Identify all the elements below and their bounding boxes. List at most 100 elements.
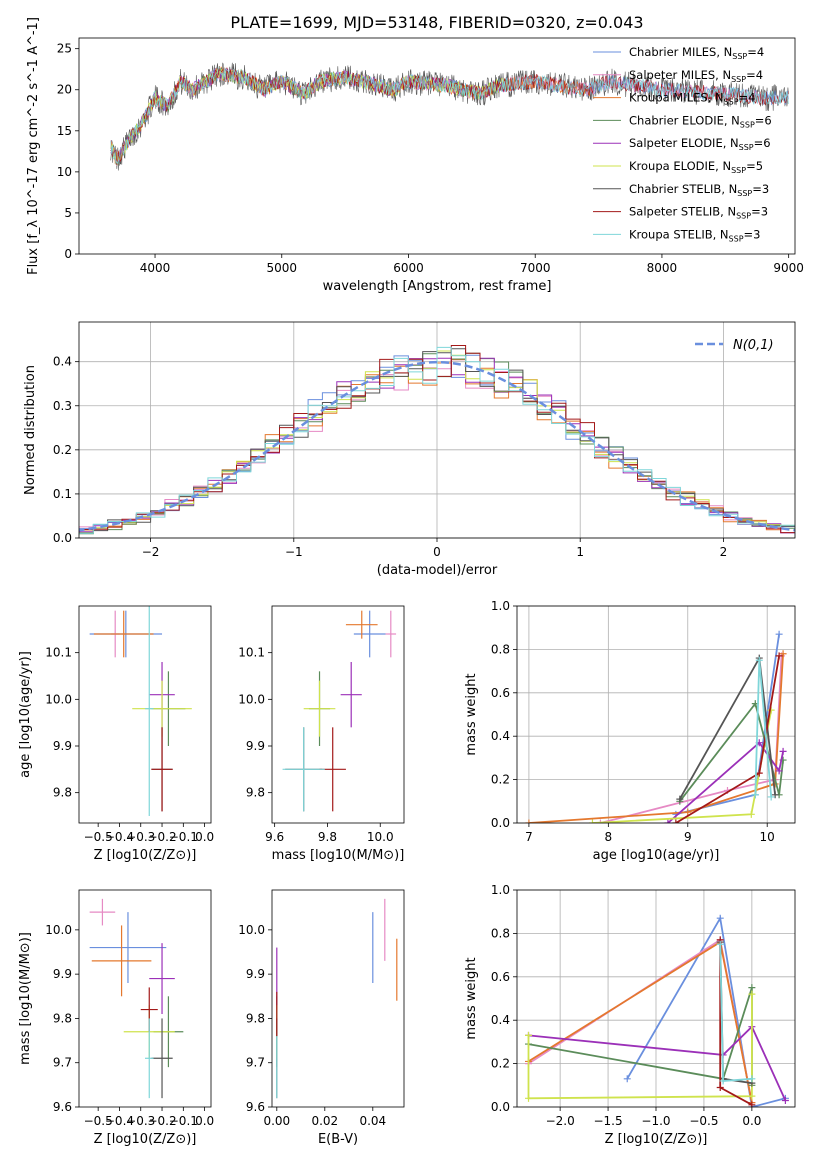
residuals-ytick-label: 0.2 — [53, 443, 72, 457]
mass-weight-vs-Z-ytick-label: 0.0 — [491, 1100, 510, 1114]
spectrum-plot-area — [110, 62, 789, 171]
mass-vs-Z-plot-area — [89, 898, 184, 1099]
mass-vs-ebv-xtick-label: 0.04 — [359, 1114, 386, 1128]
mass-weight-vs-age-panel: 7 8 9 10 0.0 0.2 0.4 0.6 0.8 1.0 age [log10(age/yr… — [464, 599, 796, 863]
age-vs-Z-ytick-label: 10.1 — [45, 646, 72, 660]
normal-legend-label: N(0,1) — [733, 338, 774, 353]
residuals-plot-area — [79, 345, 795, 536]
mass-vs-Z-ytick-label: 9.8 — [53, 1011, 72, 1025]
mass-weight-vs-age-ytick-label: 0.4 — [491, 729, 510, 743]
mass-weight-vs-age-ytick-label: 0.6 — [491, 686, 510, 700]
mass-weight-vs-Z-series-6 — [527, 994, 753, 1100]
legend-nssp-value-2: =4 — [746, 68, 763, 82]
spectrum-xtick-label: 4000 — [140, 261, 171, 275]
mass-weight-vs-Z-xtick-label: −1.0 — [641, 1114, 670, 1128]
mass-weight-vs-age-xtick-label: 8 — [605, 830, 613, 844]
legend-model-name-1: Chabrier MILES, N — [629, 45, 732, 59]
mass-weight-vs-age-marker-8-2 — [755, 769, 763, 777]
mass-weight-vs-age-ytick-label: 0.0 — [491, 816, 510, 830]
legend-label-7: Chabrier STELIB, NSSP=3 — [629, 182, 769, 198]
residuals-xtick-label: 1 — [576, 545, 584, 559]
legend-label-5: Salpeter ELODIE, NSSP=6 — [629, 136, 771, 152]
mass-vs-Z-ylabel: mass [log10(M/M⊙)] — [18, 932, 33, 1065]
mass-weight-vs-Z-xtick-label: −1.5 — [593, 1114, 622, 1128]
mass-vs-Z-ytick-label: 9.9 — [53, 967, 72, 981]
mass-weight-vs-age-marker-8-3 — [775, 652, 783, 660]
legend-label-9: Kroupa STELIB, NSSP=3 — [629, 227, 760, 243]
residuals-xtick-label: −2 — [142, 545, 160, 559]
legend-model-name-9: Kroupa STELIB, N — [629, 227, 729, 241]
spectrum-line-9 — [110, 67, 789, 165]
mass-weight-vs-Z-plot-area — [525, 914, 789, 1107]
age-vs-Z-ytick-label: 9.9 — [53, 739, 72, 753]
mass-weight-vs-age-marker-9-2 — [755, 656, 763, 664]
mass-weight-vs-age-marker-8-1 — [672, 819, 680, 823]
legend-nssp-value-3: =4 — [739, 91, 756, 105]
mass-weight-vs-age-marker-3-4 — [779, 650, 787, 658]
age-vs-mass-xtick-label: 9.6 — [265, 830, 284, 844]
legend-nssp-value-5: =6 — [754, 136, 771, 150]
mass-weight-vs-age-frame — [516, 605, 796, 824]
mass-weight-vs-Z-marker-6-1 — [525, 1031, 533, 1039]
age-vs-Z-ytick-label: 9.8 — [53, 786, 72, 800]
age-vs-mass-ytick-label: 10.0 — [238, 692, 265, 706]
mass-vs-ebv-ytick-label: 9.8 — [246, 1011, 265, 1025]
legend-ssp-subscript-4: SSP — [740, 120, 755, 129]
legend-label-4: Chabrier ELODIE, NSSP=6 — [629, 113, 772, 129]
spectrum-ylabel: Flux [f_λ 10^-17 erg cm^-2 s^-1 A^-1] — [26, 17, 41, 275]
age-vs-mass-ytick-label: 10.1 — [238, 646, 265, 660]
mass-weight-vs-Z-ytick-label: 1.0 — [491, 883, 510, 897]
age-vs-Z-panel: −0.5−0.4−0.3−0.2−0.10.0 9.8 9.9 10.0 10.1 Z [… — [18, 605, 214, 863]
age-vs-Z-xtick-label: −0.4 — [105, 830, 134, 844]
legend-nssp-value-6: =5 — [746, 159, 763, 173]
age-vs-mass-frame — [271, 605, 405, 824]
mass-weight-vs-Z-panel: −2.0 −1.5 −1.0 −0.5 0.0 0.0 0.2 0.4 0.6 0.8 1.0 Z [… — [464, 883, 796, 1147]
mass-vs-Z-xtick-label: −0.1 — [169, 1114, 198, 1128]
legend-ssp-subscript-5: SSP — [739, 143, 754, 152]
legend-label-2: Salpeter MILES, NSSP=4 — [629, 68, 763, 84]
legend-ssp-subscript-8: SSP — [736, 212, 751, 221]
mass-vs-Z-panel: −0.5−0.4−0.3−0.2−0.10.0 9.6 9.7 9.8 9.9 10.0 Z… — [18, 889, 214, 1147]
mass-vs-ebv-frame — [271, 889, 405, 1108]
mass-vs-Z-frame — [78, 889, 212, 1108]
spectrum-xlabel: wavelength [Angstrom, rest frame] — [323, 279, 552, 294]
mass-weight-vs-age-ytick-label: 0.2 — [491, 773, 510, 787]
spectrum-ytick-label: 0 — [64, 247, 72, 261]
mass-vs-ebv-ytick-label: 10.0 — [238, 923, 265, 937]
legend-model-name-8: Salpeter STELIB, N — [629, 205, 736, 219]
mass-vs-Z-xtick-label: −0.4 — [105, 1114, 134, 1128]
mass-vs-ebv-plot-area — [276, 898, 398, 1099]
mass-weight-vs-Z-marker-5-4 — [781, 1096, 789, 1104]
legend-ssp-subscript-3: SSP — [724, 98, 739, 107]
mass-weight-vs-age-series-5 — [667, 741, 784, 823]
spectrum-ytick-label: 15 — [57, 124, 72, 138]
legend-ssp-subscript-2: SSP — [731, 75, 746, 84]
legend-model-name-4: Chabrier ELODIE, N — [629, 113, 740, 127]
mass-vs-ebv-xtick-label: 0.00 — [263, 1114, 290, 1128]
mass-weight-vs-Z-ylabel: mass weight — [464, 957, 479, 1039]
residuals-xtick-label: 2 — [720, 545, 728, 559]
mass-weight-vs-age-xtick-label: 7 — [525, 830, 533, 844]
mass-weight-vs-Z-marker-8-2 — [716, 1083, 724, 1091]
mass-weight-vs-Z-ytick-label: 0.6 — [491, 970, 510, 984]
spectrum-xtick-label: 6000 — [393, 261, 424, 275]
age-vs-Z-ylabel: age [log10(age/yr)] — [18, 651, 33, 778]
mass-weight-vs-Z-xtick-label: 0.0 — [742, 1114, 761, 1128]
mass-weight-vs-age-marker-7-1 — [676, 795, 684, 803]
residuals-xlabel: (data-model)/error — [377, 563, 498, 578]
mass-vs-ebv-ytick-label: 9.7 — [246, 1056, 265, 1070]
spectrum-xtick-label: 8000 — [647, 261, 678, 275]
mass-vs-ebv-ytick-label: 9.6 — [246, 1100, 265, 1114]
legend-model-name-6: Kroupa ELODIE, N — [629, 159, 731, 173]
mass-weight-vs-Z-ytick-label: 0.2 — [491, 1057, 510, 1071]
mass-weight-vs-age-marker-3-2 — [684, 808, 692, 816]
figure-title: PLATE=1699, MJD=53148, FIBERID=0320, z=0… — [230, 13, 643, 32]
spectrum-frame — [78, 37, 796, 255]
residuals-xtick-label: 0 — [433, 545, 441, 559]
mass-vs-Z-ytick-label: 9.7 — [53, 1056, 72, 1070]
mass-weight-vs-age-ytick-label: 0.8 — [491, 642, 510, 656]
age-vs-mass-panel: 9.6 9.8 10.0 9.8 9.9 10.0 10.1 mass [log10(M/M⊙… — [238, 605, 405, 863]
age-vs-mass-xlabel: mass [log10(M/M⊙)] — [272, 848, 405, 863]
residuals-xtick-label: −1 — [285, 545, 303, 559]
